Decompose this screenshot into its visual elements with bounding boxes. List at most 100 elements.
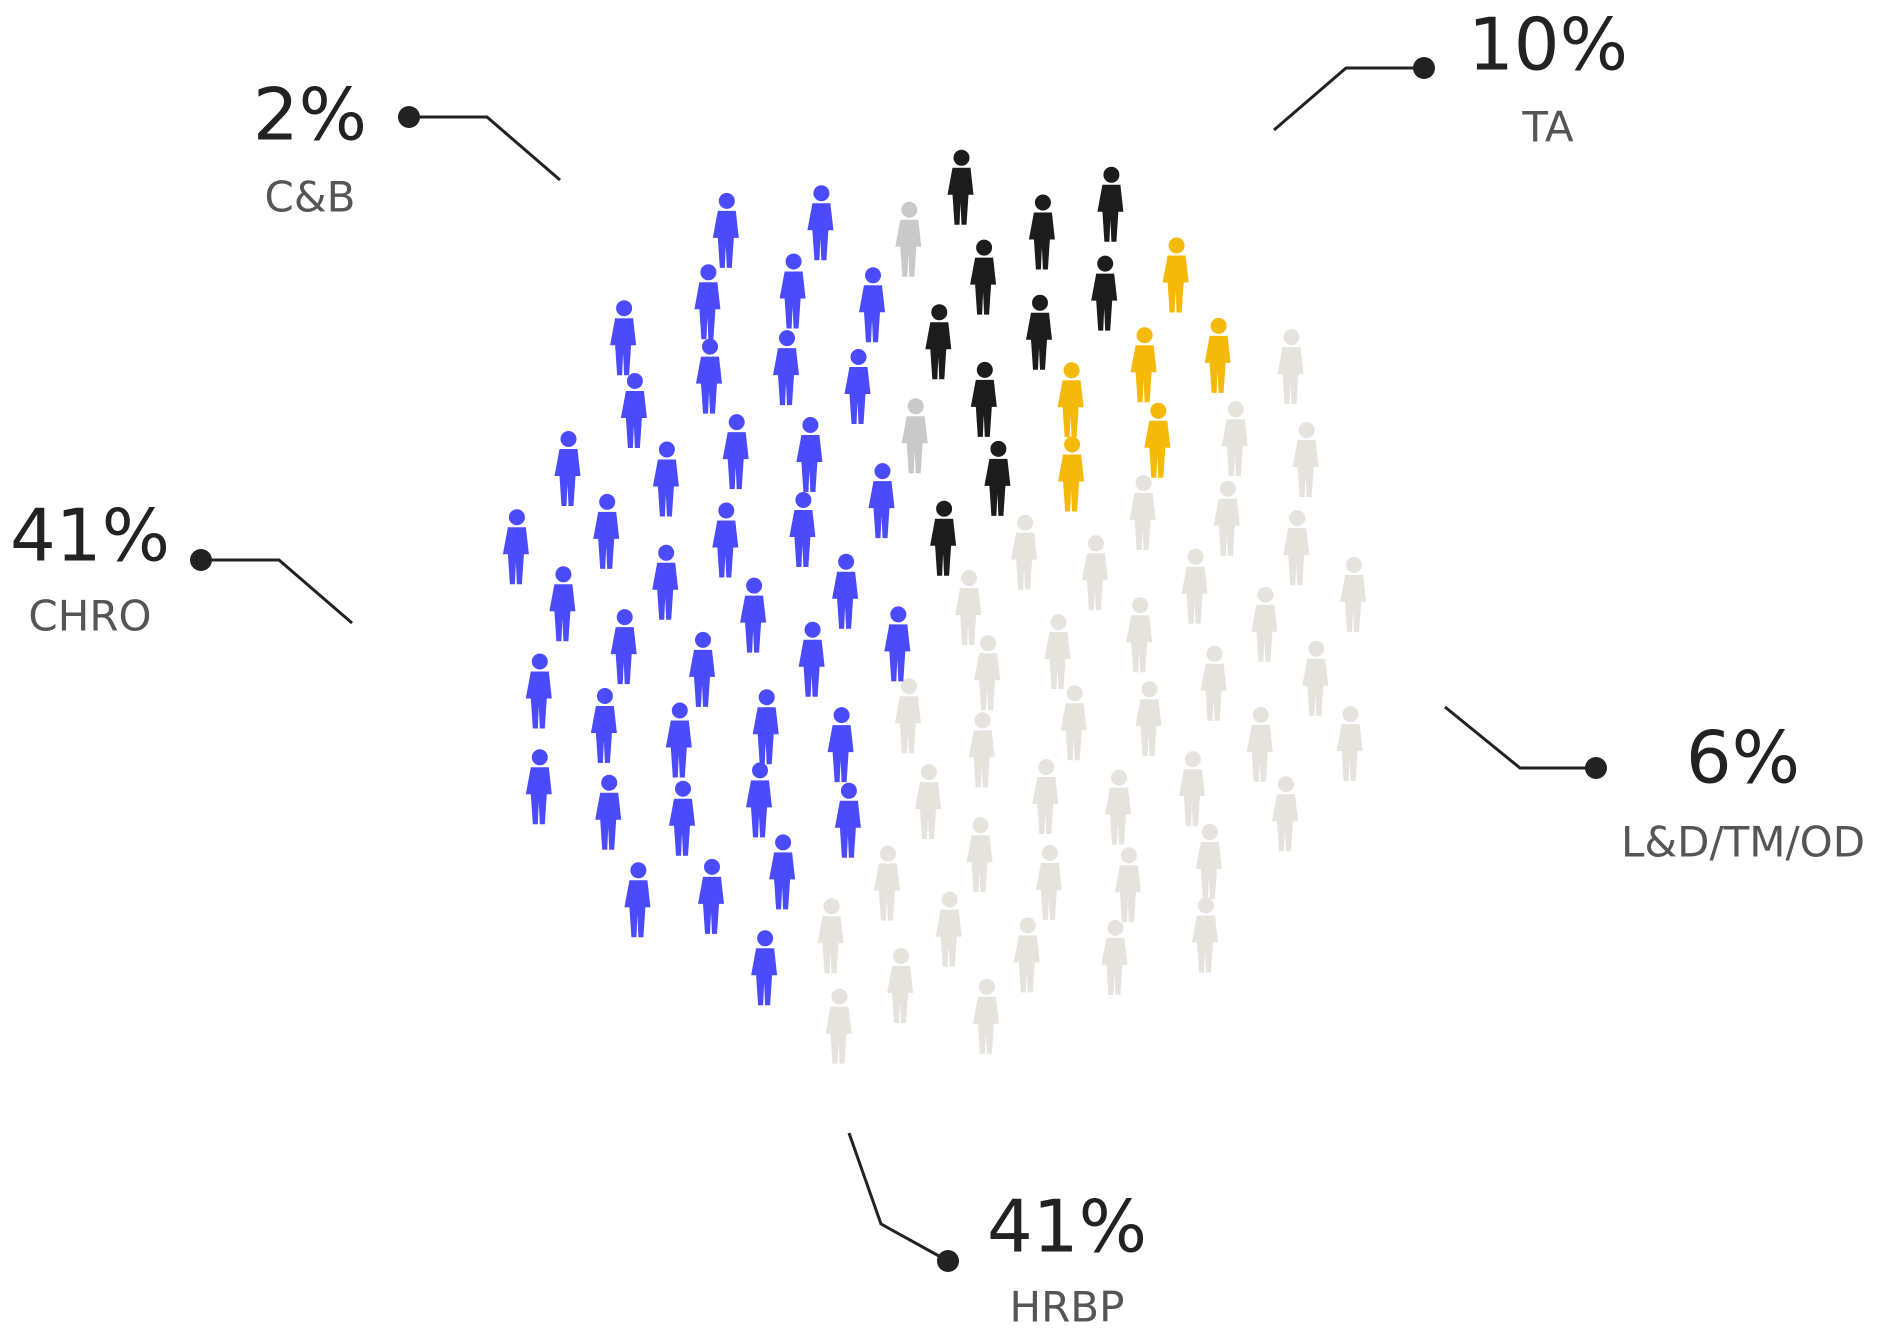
person-body [624,880,651,938]
person-body [984,458,1011,516]
person-figure [1135,681,1162,757]
person-body [894,696,921,754]
person-body [825,1006,852,1064]
person-figure [1251,586,1278,662]
person-figure [1181,548,1208,624]
person-body [887,966,914,1023]
person-head [941,891,958,908]
person-figure [779,253,806,329]
person-head [1278,776,1294,793]
person-head [675,780,691,797]
person-head [1120,847,1137,864]
person-body [970,379,997,437]
percent-label: 10% [1468,3,1628,87]
person-head [757,930,774,947]
person-figure [1091,255,1118,331]
person-body [590,706,617,763]
person-figure [712,192,739,268]
leader-line [1273,66,1424,132]
person-figure [895,201,922,277]
person-figure [595,774,622,850]
person-figure [1126,597,1153,673]
person-head [1206,645,1223,662]
person-figure [694,264,721,340]
person-figure [984,440,1011,516]
person-figure [825,988,852,1064]
person-figure [1028,194,1055,270]
person-figure [798,621,825,697]
person-body [1058,454,1085,512]
person-body [669,798,695,856]
person-body [955,588,982,645]
person-head [1107,919,1124,936]
person-body [807,203,834,261]
person-head [1087,535,1104,552]
person-head [779,330,795,347]
person-head [1132,597,1149,614]
person-body [1011,532,1038,590]
person-figure [1097,166,1124,242]
category-label: TA [1521,103,1573,152]
person-head [601,774,618,791]
person-body [1277,347,1304,405]
person-body [1178,769,1205,827]
person-body [868,481,895,539]
person-head [700,264,717,281]
person-body [1162,255,1189,313]
person-figure [1283,510,1310,586]
person-figure [1057,362,1084,438]
person-body [1144,420,1171,478]
person-figure [901,398,928,474]
person-head [931,304,948,321]
person-figure [502,509,529,585]
percent-label: 6% [1686,716,1800,800]
person-head [718,502,735,519]
person-figure [868,463,895,539]
leader-dot [1413,57,1435,79]
person-head [695,631,711,648]
percent-label: 2% [253,73,367,157]
person-figure [915,764,941,840]
leader-line [201,558,353,625]
person-body [884,624,911,682]
person-figure [1105,769,1131,845]
person-head [900,678,917,695]
person-figure [1272,776,1298,852]
person-body [1204,335,1231,393]
person-figure [1011,514,1038,590]
person-body [1246,724,1273,782]
person-head [1141,681,1158,698]
person-head [1210,317,1227,334]
person-body [1292,440,1319,497]
person-figure [698,858,724,934]
person-body [798,639,825,697]
person-head [616,300,633,317]
person-figure [873,845,900,921]
person-figure [1213,480,1240,556]
person-head [630,862,647,879]
person-head [704,858,720,875]
person-body [1283,528,1310,586]
category-label: CHRO [28,592,151,641]
figure-group [502,185,911,1006]
person-head [974,712,991,729]
person-body [1336,724,1363,782]
person-body [1340,574,1367,632]
person-head [1135,475,1152,491]
person-head [840,782,857,799]
person-head [879,845,896,862]
person-head [752,762,768,779]
person-head [746,577,763,594]
person-head [972,817,989,834]
person-body [1135,699,1162,757]
person-figure [1081,535,1108,611]
person-figure [1013,917,1040,993]
person-head [658,544,675,561]
person-figure [947,149,974,225]
person-body [1130,345,1157,403]
person-head [831,988,848,1005]
person-head [1097,255,1114,272]
person-body [966,835,993,893]
person-body [779,271,806,329]
leader-dot [1585,757,1607,779]
